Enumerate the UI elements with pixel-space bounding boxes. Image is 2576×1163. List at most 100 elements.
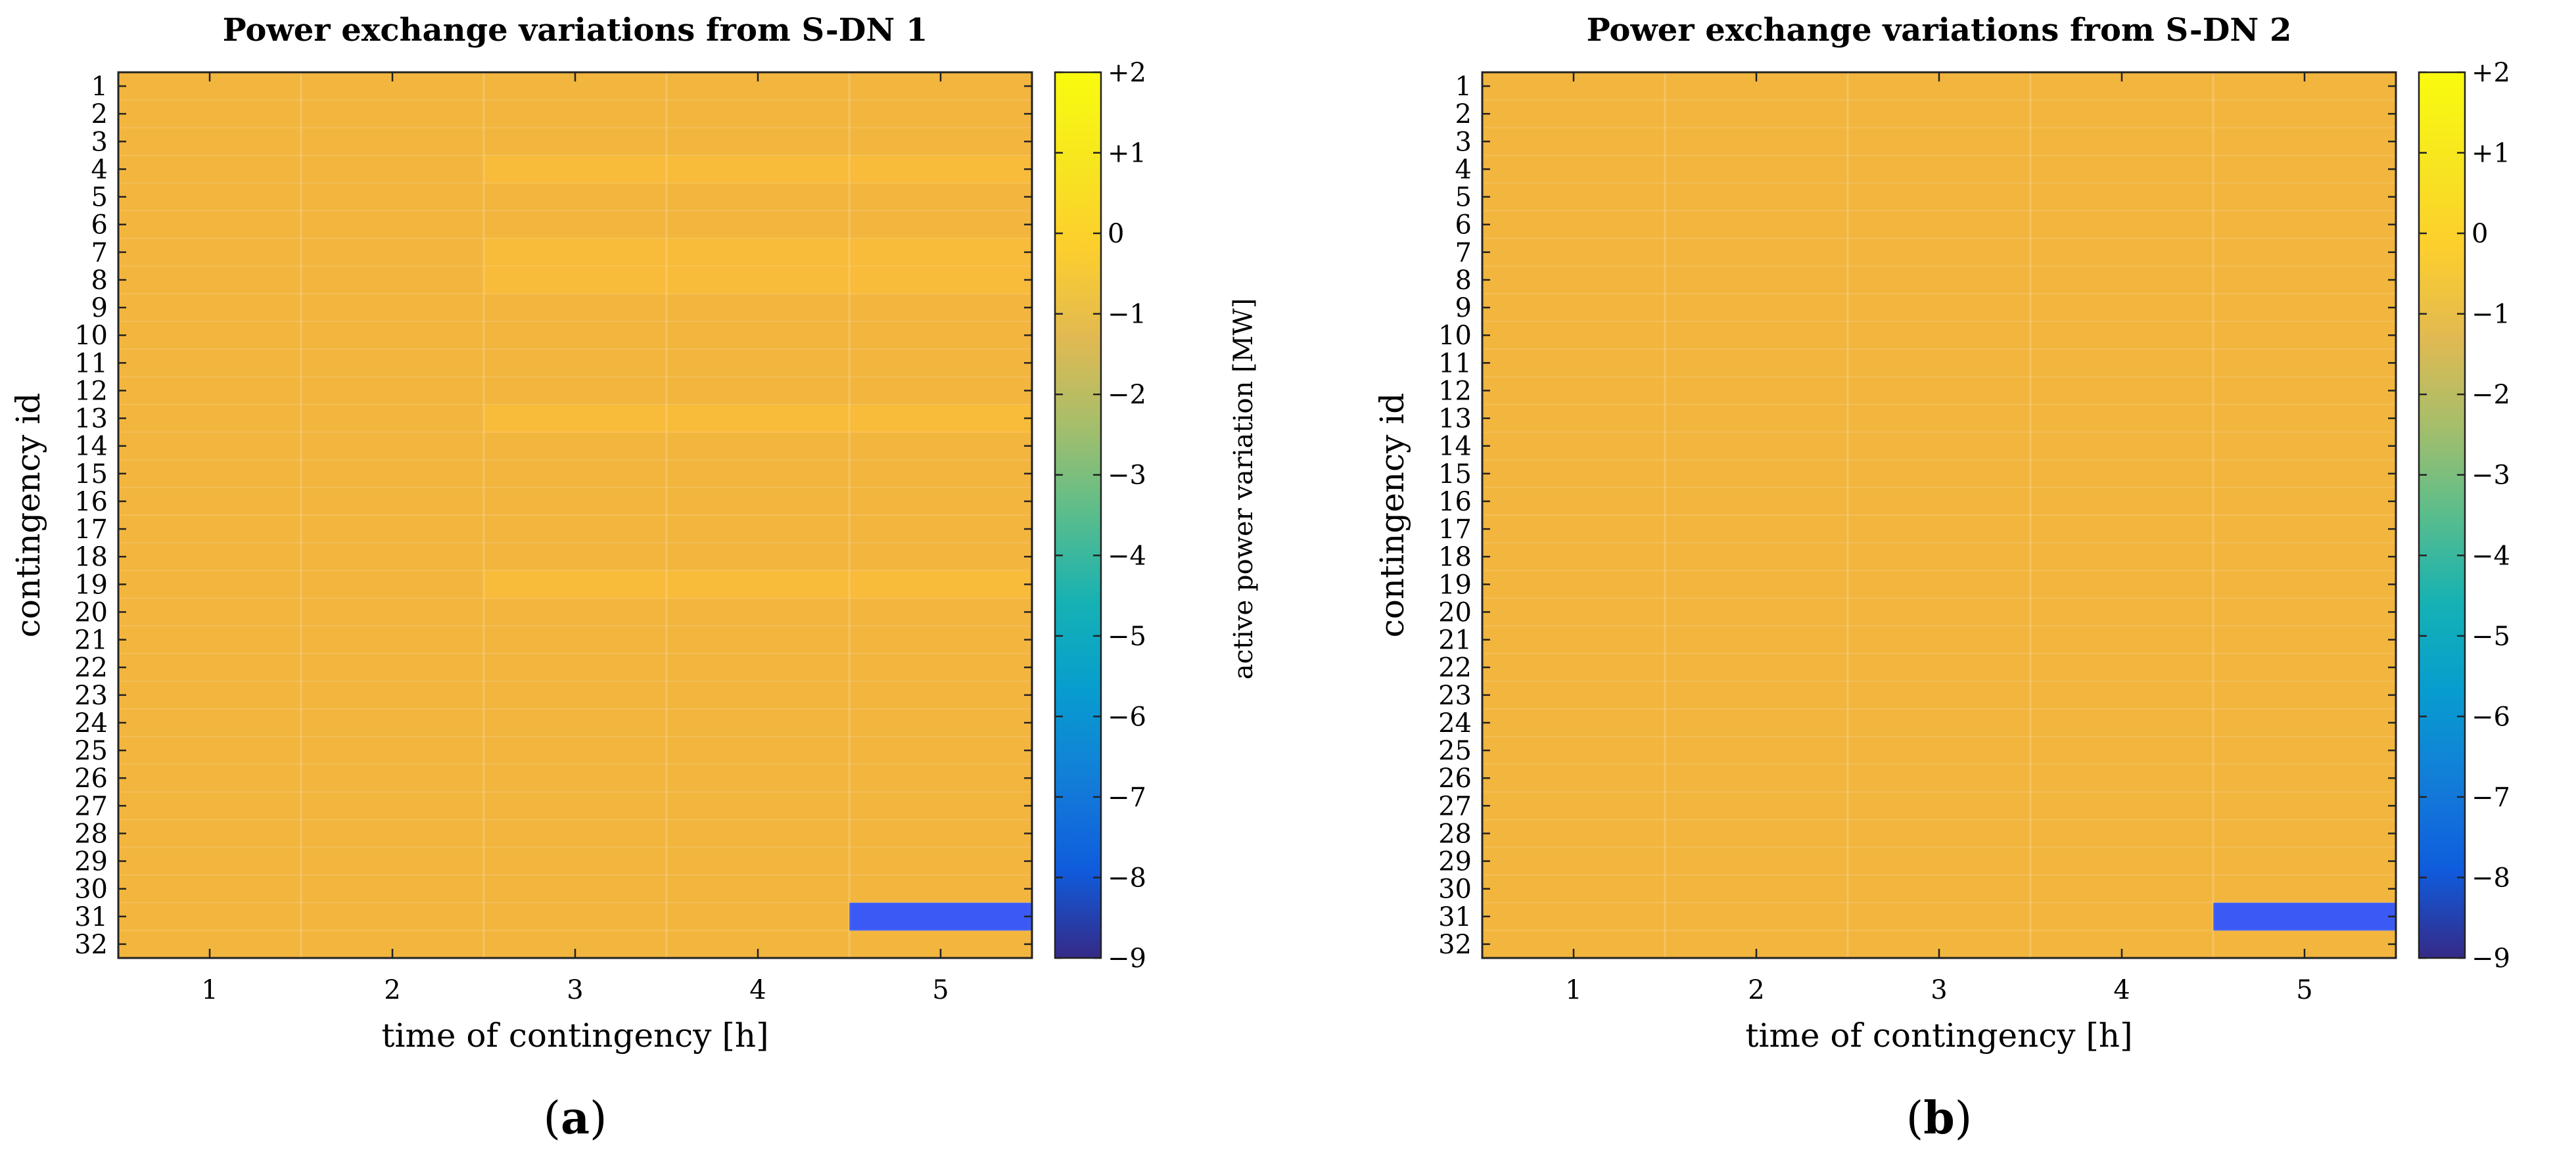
colorbar-frame <box>1054 71 1102 959</box>
heatmap-cell-r19-c4 <box>667 570 850 599</box>
y-tick-label: 27 <box>74 791 108 821</box>
heatmap-cell-r8-c4 <box>667 265 850 294</box>
y-tick-label: 32 <box>74 930 108 960</box>
heatmap-cell-r31-c5 <box>2213 902 2397 931</box>
y-tick-label: 24 <box>74 708 108 739</box>
colorbar-tick-label: −2 <box>2471 380 2510 410</box>
y-tick-label: 28 <box>1438 819 1472 849</box>
heatmap-svg: Power exchange variations from S-DN 11 2 3… <box>9 12 1259 1145</box>
y-tick-label: 2 <box>91 99 108 129</box>
y-tick-label: 22 <box>74 653 108 683</box>
colorbar-tick-label: −5 <box>2471 622 2510 652</box>
y-tick-label: 8 <box>91 265 108 296</box>
heatmap-cell-r13-c5 <box>849 404 1033 433</box>
y-axis-label: contingency id <box>9 393 47 638</box>
colorbar-tick-label: −3 <box>2471 461 2510 491</box>
heatmap-cell-r13-c3 <box>484 404 667 433</box>
x-axis-label: time of contingency [h] <box>381 1016 768 1055</box>
y-tick-label: 15 <box>74 459 108 490</box>
y-tick-label: 9 <box>91 293 108 323</box>
y-tick-label: 32 <box>1438 930 1472 960</box>
y-tick-label: 7 <box>91 238 108 268</box>
heatmap-cell-r4-c4 <box>667 155 850 183</box>
y-tick-label: 18 <box>74 542 108 572</box>
y-tick-label: 18 <box>1438 542 1472 572</box>
y-tick-label: 14 <box>1438 432 1472 462</box>
y-tick-label: 11 <box>74 348 108 378</box>
y-tick-label: 20 <box>74 597 108 627</box>
y-tick-label: 19 <box>74 570 108 600</box>
y-tick-label: 22 <box>1438 653 1472 683</box>
y-tick-label: 19 <box>1438 570 1472 600</box>
colorbar-gradient <box>1055 72 1101 958</box>
y-tick-label: 3 <box>1455 127 1472 157</box>
y-tick-label: 17 <box>1438 514 1472 545</box>
y-tick-label: 30 <box>74 875 108 905</box>
colorbar-frame <box>2418 71 2466 959</box>
colorbar-label: active power variation [MW] <box>1229 298 1259 679</box>
y-tick-label: 27 <box>1438 791 1472 821</box>
subfigure-label: (a) <box>543 1092 607 1145</box>
y-tick-label: 5 <box>91 183 108 213</box>
y-tick-label: 26 <box>74 764 108 794</box>
y-tick-label: 13 <box>74 404 108 434</box>
heatmap-baseline-field <box>1482 72 2396 958</box>
heatmap-cell-r8-c3 <box>484 265 667 294</box>
colorbar-tick-label: +1 <box>2471 139 2510 169</box>
y-tick-label: 4 <box>91 154 108 185</box>
y-tick-label: 6 <box>1455 210 1472 240</box>
y-tick-label: 25 <box>74 736 108 766</box>
subfigure-label: (b) <box>1906 1092 1973 1145</box>
heatmap-cell-r7-c3 <box>484 238 667 267</box>
y-axis-label: contingency id <box>1373 393 1411 638</box>
y-tick-label: 1 <box>1455 72 1472 102</box>
colorbar-tick-label: −9 <box>2471 944 2510 974</box>
colorbar-tick-label: −3 <box>1108 461 1146 491</box>
y-tick-label: 21 <box>74 626 108 656</box>
heatmap-cell-r31-c5 <box>849 902 1033 931</box>
colorbar-tick-label: −6 <box>2471 702 2510 732</box>
y-tick-label: 23 <box>1438 681 1472 711</box>
heatmap-svg: Power exchange variations from S-DN 21 2 3… <box>1373 12 2510 1145</box>
heatmap-baseline-field <box>118 72 1032 958</box>
y-tick-label: 17 <box>74 514 108 545</box>
colorbar-tick-label: −7 <box>1108 783 1146 813</box>
y-tick-label: 14 <box>74 432 108 462</box>
colorbar-gradient <box>2419 72 2465 958</box>
y-tick-label: 26 <box>1438 764 1472 794</box>
colorbar-tick-label: −1 <box>2471 300 2510 330</box>
y-tick-label: 10 <box>74 321 108 351</box>
x-tick-label: 5 <box>932 975 948 1005</box>
colorbar-tick-label: 0 <box>1108 219 1124 249</box>
colorbar-tick-label: 0 <box>2471 219 2488 249</box>
heatmap-cell-r19-c5 <box>849 570 1033 599</box>
heatmap-cell-r8-c5 <box>849 265 1033 294</box>
y-tick-label: 5 <box>1455 183 1472 213</box>
y-tick-label: 13 <box>1438 404 1472 434</box>
y-tick-label: 2 <box>1455 99 1472 129</box>
y-tick-label: 12 <box>1438 376 1472 406</box>
colorbar-tick-label: −8 <box>1108 863 1146 893</box>
colorbar-tick-label: +2 <box>2471 58 2510 88</box>
y-tick-label: 3 <box>91 127 108 157</box>
y-tick-label: 11 <box>1438 348 1472 378</box>
x-axis-label: time of contingency [h] <box>1745 1016 2132 1055</box>
y-tick-label: 23 <box>74 681 108 711</box>
y-tick-label: 29 <box>74 847 108 877</box>
y-tick-label: 1 <box>91 72 108 102</box>
x-tick-label: 1 <box>201 975 218 1005</box>
colorbar-tick-label: −9 <box>1108 944 1146 974</box>
chart-title: Power exchange variations from S-DN 2 <box>1587 12 2292 49</box>
heatmap-cell-r4-c3 <box>484 155 667 183</box>
y-tick-label: 16 <box>74 487 108 517</box>
heatmap-cell-r19-c3 <box>484 570 667 599</box>
y-tick-label: 31 <box>1438 902 1472 932</box>
heatmap-cell-r13-c4 <box>667 404 850 433</box>
colorbar-tick-label: −8 <box>2471 863 2510 893</box>
y-tick-label: 10 <box>1438 321 1472 351</box>
x-tick-label: 2 <box>1748 975 1764 1005</box>
colorbar-tick-label: −1 <box>1108 300 1146 330</box>
y-tick-label: 9 <box>1455 293 1472 323</box>
